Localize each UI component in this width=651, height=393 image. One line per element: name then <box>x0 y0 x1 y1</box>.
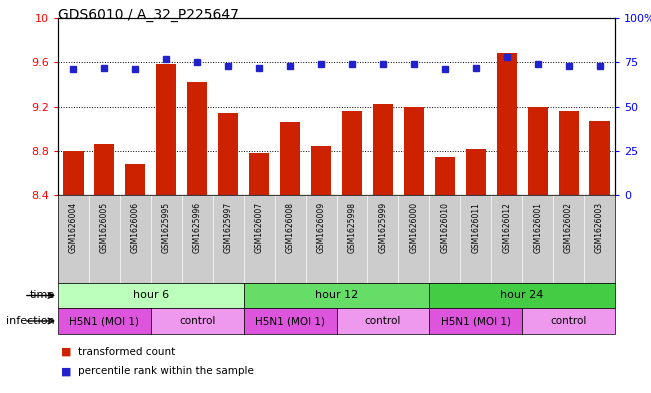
Bar <box>58 308 151 334</box>
Text: percentile rank within the sample: percentile rank within the sample <box>77 366 253 376</box>
Bar <box>311 146 331 195</box>
Bar <box>249 153 270 195</box>
Bar <box>342 111 362 195</box>
Text: control: control <box>179 316 215 326</box>
Bar <box>337 308 429 334</box>
Text: GSM1626008: GSM1626008 <box>286 202 295 253</box>
Text: GSM1625998: GSM1625998 <box>348 202 357 253</box>
Bar <box>156 64 176 195</box>
Bar <box>373 104 393 195</box>
Text: H5N1 (MOI 1): H5N1 (MOI 1) <box>441 316 511 326</box>
Text: GSM1625999: GSM1625999 <box>378 202 387 253</box>
Bar <box>522 308 615 334</box>
Bar <box>218 113 238 195</box>
Text: GSM1626009: GSM1626009 <box>316 202 326 253</box>
Text: infection: infection <box>6 316 55 326</box>
Text: GSM1626006: GSM1626006 <box>131 202 140 253</box>
Text: GSM1626011: GSM1626011 <box>471 202 480 253</box>
Text: control: control <box>365 316 401 326</box>
Text: H5N1 (MOI 1): H5N1 (MOI 1) <box>255 316 325 326</box>
Text: time: time <box>29 290 55 301</box>
Text: GSM1625996: GSM1625996 <box>193 202 202 253</box>
Text: GDS6010 / A_32_P225647: GDS6010 / A_32_P225647 <box>58 8 239 22</box>
Text: GSM1626000: GSM1626000 <box>409 202 419 253</box>
Text: GSM1625997: GSM1625997 <box>224 202 232 253</box>
Bar <box>435 157 455 195</box>
Text: GSM1626010: GSM1626010 <box>440 202 449 253</box>
Text: hour 6: hour 6 <box>133 290 169 301</box>
Bar <box>280 122 300 195</box>
Text: transformed count: transformed count <box>77 347 174 357</box>
Bar <box>125 164 145 195</box>
Bar <box>429 283 615 308</box>
Bar <box>589 121 609 195</box>
Bar <box>429 308 522 334</box>
Text: control: control <box>550 316 587 326</box>
Bar <box>243 308 337 334</box>
Bar <box>63 151 83 195</box>
Bar <box>497 53 517 195</box>
Text: hour 12: hour 12 <box>315 290 358 301</box>
Text: H5N1 (MOI 1): H5N1 (MOI 1) <box>70 316 139 326</box>
Bar <box>243 283 429 308</box>
Text: GSM1625995: GSM1625995 <box>162 202 171 253</box>
Text: GSM1626007: GSM1626007 <box>255 202 264 253</box>
Bar <box>187 82 207 195</box>
Text: GSM1626004: GSM1626004 <box>69 202 78 253</box>
Bar <box>559 111 579 195</box>
Bar <box>151 308 243 334</box>
Bar <box>404 107 424 195</box>
Text: ■: ■ <box>61 347 72 357</box>
Bar <box>94 144 115 195</box>
Text: hour 24: hour 24 <box>501 290 544 301</box>
Bar <box>58 283 243 308</box>
Text: GSM1626005: GSM1626005 <box>100 202 109 253</box>
Text: GSM1626002: GSM1626002 <box>564 202 573 253</box>
Text: ■: ■ <box>61 366 72 376</box>
Text: GSM1626001: GSM1626001 <box>533 202 542 253</box>
Bar <box>465 149 486 195</box>
Text: GSM1626003: GSM1626003 <box>595 202 604 253</box>
Text: GSM1626012: GSM1626012 <box>502 202 511 253</box>
Bar <box>527 107 547 195</box>
